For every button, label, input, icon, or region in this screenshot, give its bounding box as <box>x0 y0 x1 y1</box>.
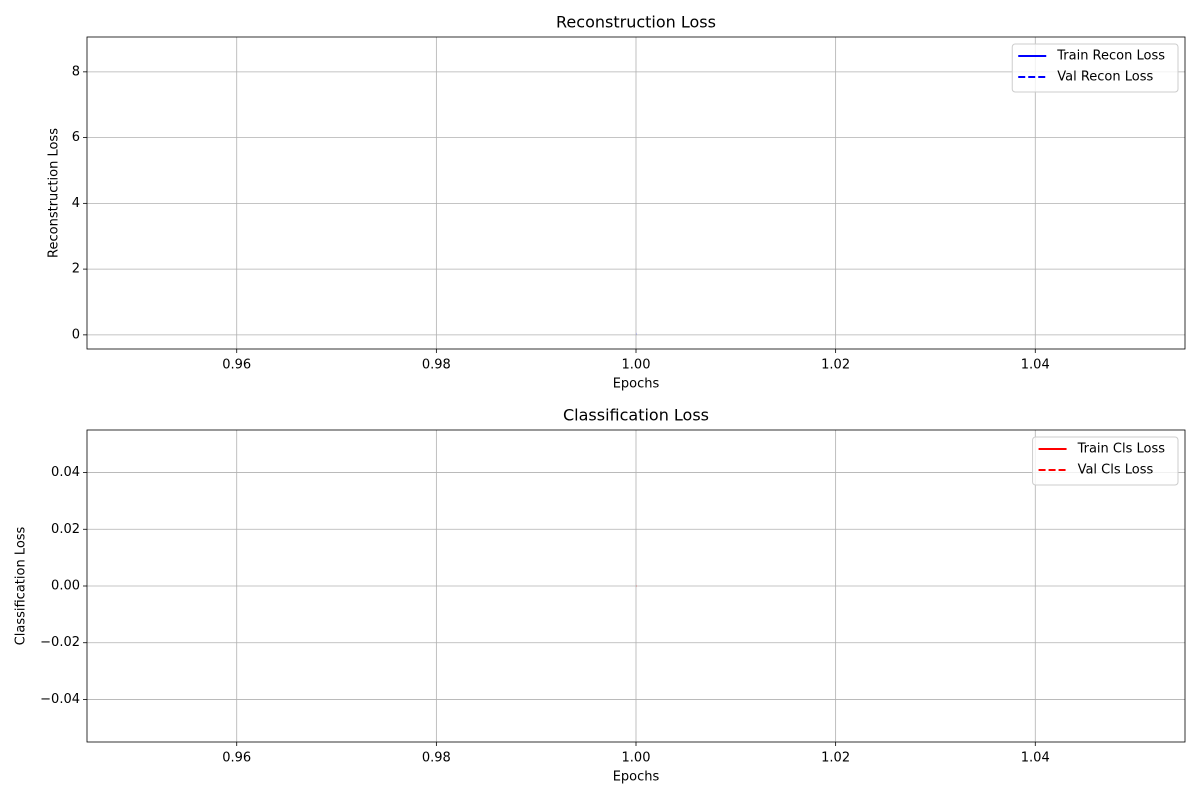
legend-box <box>1011 43 1179 93</box>
x-tick-label: 1.04 <box>1021 751 1050 766</box>
y-tick-label: 4 <box>72 196 80 211</box>
x-tick-label: 1.00 <box>622 358 651 373</box>
x-tick-label: 1.04 <box>1021 358 1050 373</box>
x-tick-label: 0.98 <box>422 358 451 373</box>
y-tick-label: 8 <box>72 64 80 79</box>
y-tick-label: 0.00 <box>51 579 80 594</box>
y-tick-label: −0.04 <box>40 692 80 707</box>
y-axis-label: Classification Loss <box>14 526 29 645</box>
x-axis-label: Epochs <box>613 770 660 785</box>
legend: Train Recon Loss Val Recon Loss <box>1011 43 1179 93</box>
plot-frame <box>86 36 1186 350</box>
legend-label: Train Cls Loss <box>1077 442 1166 457</box>
legend-label: Val Recon Loss <box>1057 70 1153 85</box>
legend-label: Train Recon Loss <box>1056 49 1165 64</box>
x-tick-label: 1.00 <box>622 751 651 766</box>
legend: Train Cls Loss Val Cls Loss <box>1032 436 1179 486</box>
y-axis-label: Reconstruction Loss <box>47 128 62 258</box>
plot-frame <box>86 429 1186 743</box>
x-tick-label: 0.96 <box>222 751 251 766</box>
x-axis-label: Epochs <box>613 377 660 392</box>
legend-box <box>1032 436 1179 486</box>
x-tick-label: 1.02 <box>821 358 850 373</box>
x-tick-label: 0.98 <box>422 751 451 766</box>
legend-label: Val Cls Loss <box>1078 463 1154 478</box>
chart-title: Reconstruction Loss <box>556 13 716 32</box>
y-tick-label: −0.02 <box>40 635 80 650</box>
y-tick-label: 2 <box>72 262 80 277</box>
chart-title: Classification Loss <box>563 406 709 425</box>
y-tick-label: 6 <box>72 130 80 145</box>
x-tick-label: 1.02 <box>821 751 850 766</box>
y-tick-label: 0 <box>72 327 80 342</box>
y-tick-label: 0.02 <box>51 522 80 537</box>
x-tick-label: 0.96 <box>222 358 251 373</box>
y-tick-label: 0.04 <box>51 465 80 480</box>
